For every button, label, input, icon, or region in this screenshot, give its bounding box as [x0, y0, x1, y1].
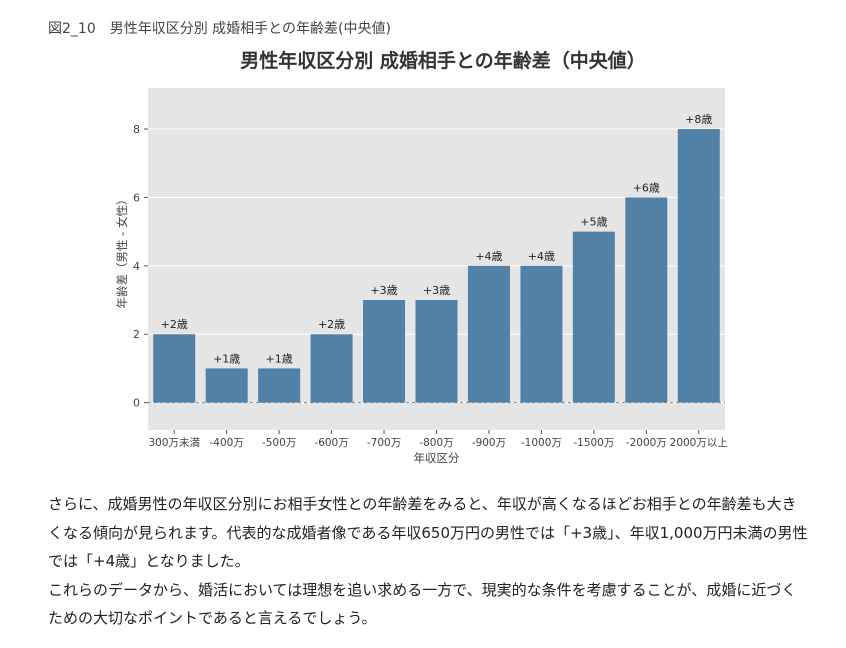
data-label: +2歳	[318, 318, 345, 331]
data-label: +4歳	[475, 250, 502, 263]
bar-chart: 0 2 4 6 8 +2歳 300万未満 +1歳 -400万 +1歳 -500万 +2歳 -600万 +3…	[115, 88, 728, 465]
data-label: +6歳	[633, 181, 660, 194]
x-tick-label: -500万	[262, 437, 296, 449]
x-tick-label: -700万	[367, 437, 401, 449]
bar	[363, 300, 406, 403]
x-tick-label: 300万未満	[148, 437, 200, 449]
data-label: +3歳	[423, 284, 450, 297]
paragraph-2: これらのデータから、婚活においては理想を追い求める一方で、現実的な条件を考慮する…	[48, 580, 797, 628]
x-axis-label: 年収区分	[414, 451, 460, 465]
body-text: さらに、成婚男性の年収区分別にお相手女性との年齢差をみると、年収が高くなるほどお…	[48, 490, 808, 633]
bar	[258, 368, 301, 403]
x-tick-label: -1500万	[573, 437, 614, 449]
figure-caption: 図2_10 男性年収区分別 成婚相手との年齢差(中央値)	[48, 21, 391, 37]
data-label: +4歳	[528, 250, 555, 263]
data-label: +2歳	[161, 318, 188, 331]
data-label: +1歳	[213, 352, 240, 365]
bar	[677, 129, 720, 403]
paragraph-1: さらに、成婚男性の年収区分別にお相手女性との年齢差をみると、年収が高くなるほどお…	[48, 495, 808, 570]
bar	[520, 265, 563, 403]
y-tick-label: 4	[133, 260, 140, 273]
x-tick-label: -800万	[419, 437, 453, 449]
x-tick-label: -2000万	[626, 437, 667, 449]
bar	[625, 197, 668, 403]
x-tick-label: -1000万	[521, 437, 562, 449]
y-tick-label: 2	[133, 328, 140, 341]
bar	[153, 334, 196, 403]
y-tick-label: 0	[133, 397, 140, 410]
bar	[467, 265, 510, 403]
x-tick-label: -600万	[314, 437, 348, 449]
y-tick-label: 6	[133, 191, 140, 204]
data-label: +3歳	[370, 284, 397, 297]
x-tick-label: -900万	[472, 437, 506, 449]
x-tick-label: 2000万以上	[670, 437, 728, 449]
bar	[415, 300, 458, 403]
y-tick-label: 8	[133, 123, 140, 136]
data-label: +5歳	[580, 216, 607, 229]
chart-title: 男性年収区分別 成婚相手との年齢差（中央値）	[240, 50, 646, 72]
bar	[572, 231, 615, 403]
bar	[205, 368, 248, 403]
bar	[310, 334, 353, 403]
data-label: +8歳	[685, 113, 712, 126]
x-tick-label: -400万	[210, 437, 244, 449]
y-axis-label: 年齢差（男性 - 女性）	[115, 194, 129, 309]
data-label: +1歳	[266, 352, 293, 365]
